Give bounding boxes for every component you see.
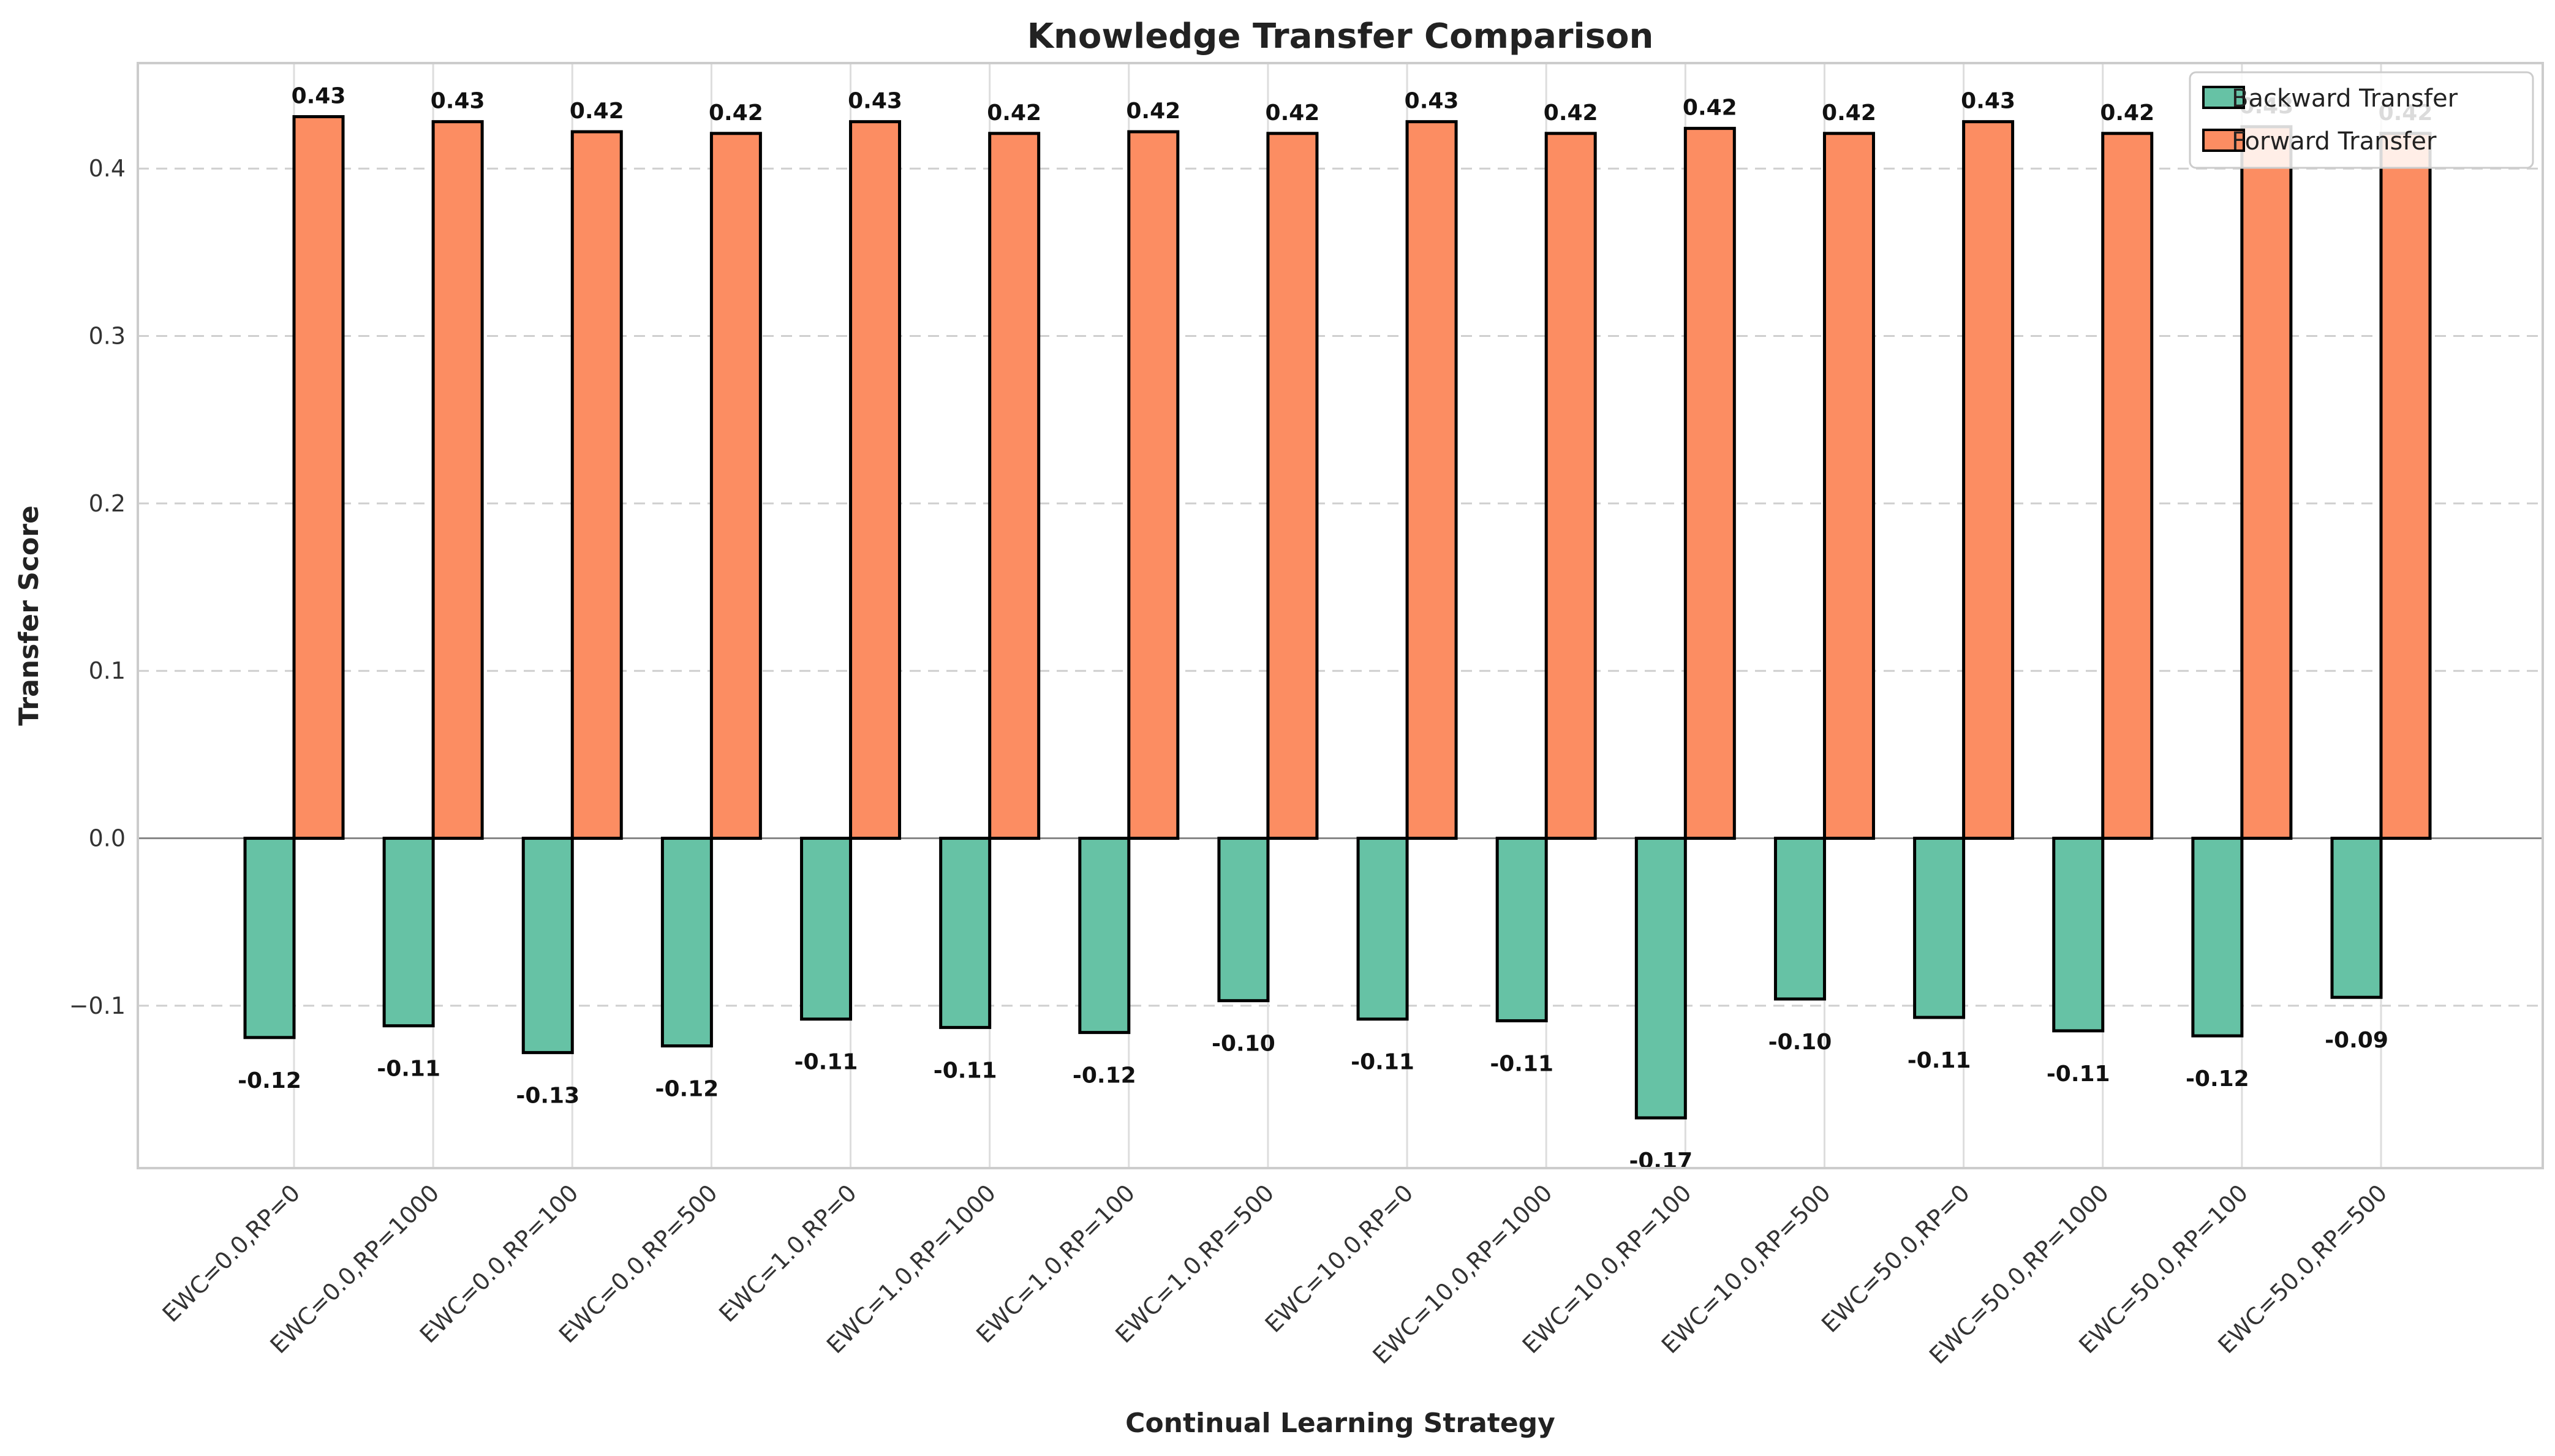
backward-value-label: -0.10	[1212, 1032, 1275, 1057]
legend: Backward Transfer Forward Transfer	[2189, 71, 2534, 169]
forward-value-label: 0.43	[1961, 89, 2015, 114]
backward-transfer-bar	[243, 837, 296, 1039]
forward-transfer-bar	[1683, 127, 1736, 840]
forward-transfer-bar	[849, 120, 902, 840]
forward-transfer-bar	[2101, 132, 2154, 840]
y-tick-label: 0.2	[89, 490, 126, 517]
forward-transfer-bar	[1962, 120, 2015, 840]
backward-transfer-bar	[1773, 837, 1826, 1001]
backward-value-label: -0.12	[1073, 1063, 1136, 1088]
forward-transfer-bar	[988, 132, 1041, 840]
chart-title: Knowledge Transfer Comparison	[1027, 17, 1654, 56]
plot-frame	[137, 62, 2544, 1169]
forward-transfer-bar	[1544, 132, 1597, 840]
backward-value-label: -0.09	[2325, 1028, 2388, 1053]
forward-value-label: 0.42	[2100, 100, 2154, 126]
forward-transfer-bar	[2379, 132, 2432, 840]
forward-value-label: 0.43	[292, 83, 346, 108]
forward-value-label: 0.42	[1544, 100, 1598, 126]
y-tick-label: 0.3	[89, 323, 126, 350]
backward-transfer-bar	[2052, 837, 2105, 1033]
legend-swatch-forward	[2202, 129, 2245, 152]
forward-transfer-bar	[1127, 130, 1180, 840]
x-axis-label: Continual Learning Strategy	[1125, 1408, 1555, 1439]
y-axis-label: Transfer Score	[13, 505, 45, 726]
backward-transfer-bar	[1913, 837, 1966, 1019]
forward-transfer-bar	[570, 130, 623, 840]
backward-transfer-bar	[1217, 837, 1270, 1003]
backward-value-label: -0.12	[655, 1076, 719, 1101]
legend-label-backward: Backward Transfer	[2232, 85, 2458, 113]
backward-value-label: -0.11	[934, 1058, 997, 1083]
backward-transfer-bar	[2191, 837, 2244, 1038]
forward-value-label: 0.42	[1683, 96, 1737, 121]
forward-value-label: 0.43	[848, 89, 902, 114]
backward-transfer-bar	[1356, 837, 1409, 1021]
backward-value-label: -0.11	[1490, 1051, 1553, 1076]
bar-layer	[243, 115, 2432, 1120]
legend-swatch-backward	[2202, 86, 2245, 109]
backward-transfer-bar	[800, 837, 853, 1021]
backward-transfer-bar	[660, 837, 713, 1047]
forward-value-label: 0.42	[1126, 99, 1180, 124]
forward-transfer-bar	[292, 115, 345, 840]
forward-value-label: 0.42	[987, 100, 1041, 126]
y-tick-label: 0.0	[89, 825, 126, 852]
backward-transfer-bar	[939, 837, 992, 1029]
backward-transfer-bar	[1495, 837, 1548, 1022]
backward-transfer-bar	[382, 837, 435, 1028]
y-tick-label: 0.4	[89, 155, 126, 182]
forward-transfer-bar	[1822, 132, 1875, 840]
backward-value-label: -0.10	[1768, 1030, 1832, 1055]
legend-label-forward: Forward Transfer	[2232, 127, 2437, 156]
forward-value-label: 0.42	[1822, 100, 1876, 126]
forward-value-label: 0.42	[570, 99, 624, 124]
forward-transfer-bar	[2240, 125, 2293, 840]
backward-transfer-bar	[521, 837, 574, 1054]
forward-transfer-bar	[1405, 120, 1458, 840]
y-tick-label: 0.1	[89, 657, 126, 684]
forward-transfer-bar	[709, 132, 762, 840]
backward-value-label: -0.11	[1351, 1050, 1414, 1075]
backward-transfer-bar	[1078, 837, 1131, 1035]
forward-transfer-bar	[431, 120, 484, 840]
forward-value-label: 0.43	[1405, 89, 1459, 114]
backward-value-label: -0.11	[377, 1057, 440, 1082]
legend-box	[2189, 71, 2534, 169]
forward-value-label: 0.42	[1266, 100, 1320, 126]
backward-value-label: -0.11	[2047, 1062, 2110, 1087]
backward-value-label: -0.11	[794, 1050, 858, 1075]
forward-transfer-bar	[1266, 132, 1319, 840]
backward-value-label: -0.17	[1629, 1149, 1693, 1174]
backward-value-label: -0.13	[516, 1083, 579, 1108]
backward-value-label: -0.11	[1908, 1048, 1971, 1073]
backward-value-label: -0.12	[238, 1068, 301, 1093]
backward-transfer-bar	[2330, 837, 2383, 999]
backward-transfer-bar	[1634, 837, 1687, 1120]
forward-value-label: 0.42	[709, 100, 763, 126]
backward-value-label: -0.12	[2186, 1066, 2249, 1092]
y-tick-label: −0.1	[69, 992, 126, 1019]
forward-value-label: 0.43	[431, 89, 485, 114]
